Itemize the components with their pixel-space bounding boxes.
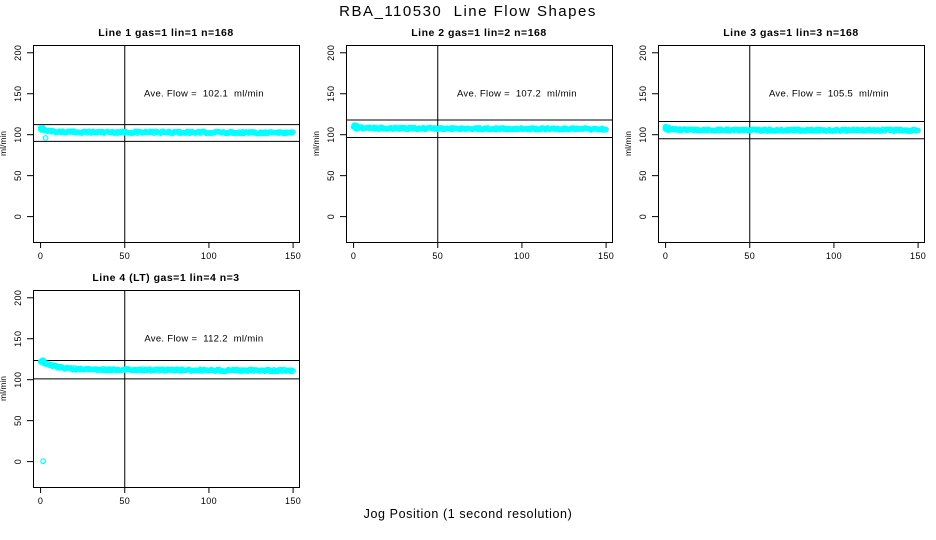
y-tick-label: 0	[13, 459, 23, 464]
x-tick-label: 100	[201, 496, 217, 506]
y-tick-label: 150	[13, 86, 23, 102]
y-tick-label: 200	[326, 45, 336, 61]
panel-title: Line 1 gas=1 lin=1 n=168	[98, 27, 233, 39]
y-tick-label: 200	[13, 45, 23, 61]
panel-line-4: 0 50 100 150 200 0 50 100 150 ml/min Line 4 (LT) g…	[0, 272, 301, 506]
outlier-point	[42, 135, 49, 141]
x-tick-label: 0	[38, 496, 43, 506]
panel-title: Line 2 gas=1 lin=2 n=168	[411, 27, 546, 39]
x-tick-label: 0	[38, 251, 43, 261]
x-tick-label: 0	[663, 251, 668, 261]
panel-title: Line 3 gas=1 lin=3 n=168	[723, 27, 858, 39]
y-tick-label: 50	[638, 170, 648, 181]
flow-points	[350, 122, 609, 133]
flow-points	[662, 123, 921, 135]
flow-points	[37, 357, 296, 465]
y-tick-label: 0	[326, 214, 336, 219]
panel-line-3: 0 50 100 150 200 0 50 100 150 ml/min Line 3 gas=1 …	[623, 27, 926, 261]
y-axis-label: ml/min	[311, 131, 321, 156]
outlier-point	[40, 458, 46, 465]
plot-box	[33, 45, 300, 243]
ave-flow-annotation: Ave. Flow = 102.1 ml/min	[144, 89, 264, 100]
x-tick-label: 150	[285, 496, 301, 506]
x-tick-label: 50	[744, 251, 755, 261]
y-tick-label: 100	[326, 127, 336, 143]
y-axis-label: ml/min	[0, 376, 8, 401]
y-tick-label: 150	[638, 86, 648, 102]
ave-flow-annotation: Ave. Flow = 112.2 ml/min	[144, 334, 263, 345]
panel-line-2: 0 50 100 150 200 0 50 100 150 ml/min Line 2 gas=1 …	[311, 27, 614, 261]
plot-box	[658, 45, 925, 243]
flow-points	[37, 124, 296, 141]
panel-line-1: 0 50 100 150 200 0 50 100 150 ml/min Line 1 gas=1 …	[0, 27, 301, 261]
plot-box	[33, 290, 300, 488]
figure-title: RBA_110530 Line Flow Shapes	[339, 3, 597, 20]
x-tick-label: 100	[201, 251, 217, 261]
y-tick-label: 200	[13, 290, 23, 306]
y-tick-label: 200	[638, 45, 648, 61]
plot-box	[346, 45, 613, 243]
ave-flow-annotation: Ave. Flow = 107.2 ml/min	[457, 89, 577, 100]
figure-xlabel: Jog Position (1 second resolution)	[363, 507, 573, 521]
x-tick-label: 50	[119, 496, 130, 506]
y-axis-label: ml/min	[623, 131, 633, 156]
ave-flow-annotation: Ave. Flow = 105.5 ml/min	[769, 89, 889, 100]
x-tick-label: 150	[285, 251, 301, 261]
y-tick-label: 0	[638, 214, 648, 219]
y-tick-label: 0	[13, 214, 23, 219]
x-tick-label: 100	[826, 251, 842, 261]
x-tick-label: 150	[598, 251, 614, 261]
x-tick-label: 100	[514, 251, 530, 261]
y-tick-label: 100	[13, 127, 23, 143]
x-tick-label: 150	[910, 251, 926, 261]
x-tick-label: 50	[432, 251, 443, 261]
y-tick-label: 150	[13, 331, 23, 347]
y-tick-label: 50	[13, 170, 23, 181]
panel-title: Line 4 (LT) gas=1 lin=4 n=3	[92, 272, 239, 284]
x-tick-label: 0	[351, 251, 356, 261]
y-tick-label: 50	[326, 170, 336, 181]
y-tick-label: 150	[326, 86, 336, 102]
y-tick-label: 100	[638, 127, 648, 143]
y-axis-label: ml/min	[0, 131, 8, 156]
y-tick-label: 100	[13, 372, 23, 388]
y-tick-label: 50	[13, 415, 23, 426]
x-tick-label: 50	[119, 251, 130, 261]
